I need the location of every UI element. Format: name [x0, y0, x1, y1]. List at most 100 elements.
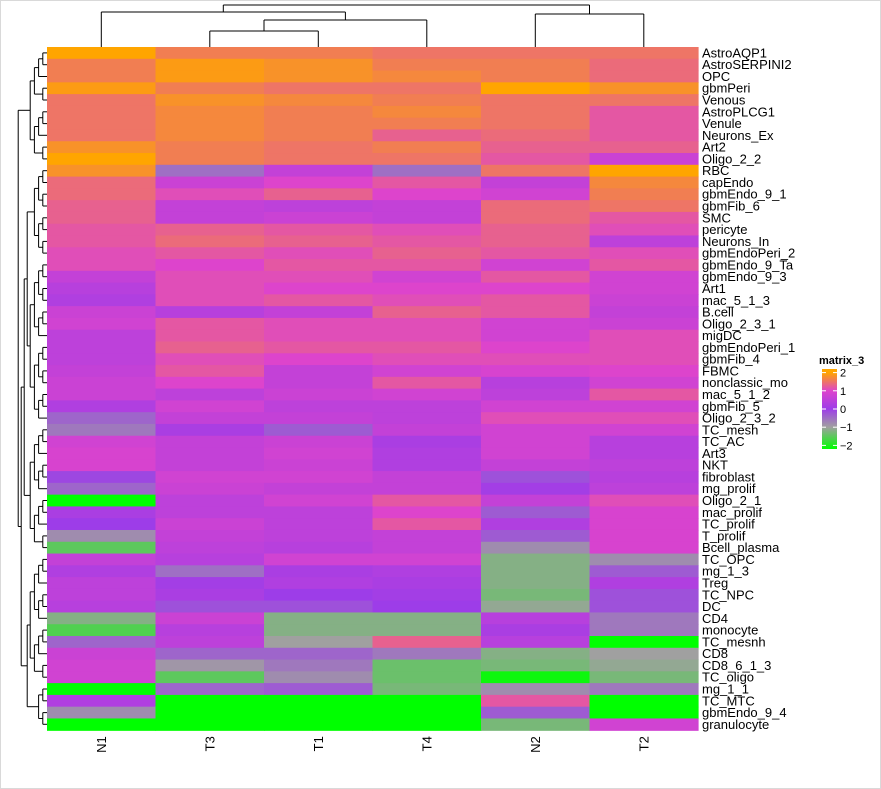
row-label: Oligo_2_1: [702, 493, 761, 508]
heatmap-cell: [47, 518, 157, 531]
row-label: Treg: [702, 576, 728, 591]
heatmap-cell: [47, 423, 157, 437]
heatmap-cell: [47, 612, 157, 625]
heatmap-cell: [47, 565, 157, 578]
heatmap-cell: [47, 200, 157, 213]
heatmap-cell: [589, 423, 699, 437]
heatmap-cell: [372, 70, 482, 83]
heatmap-cell: [47, 223, 157, 237]
heatmap-cell: [155, 329, 265, 343]
heatmap-cell: [155, 588, 265, 602]
heatmap-cell: [264, 82, 374, 95]
heatmap-cell: [589, 211, 699, 225]
legend-title: matrix_3: [819, 355, 864, 367]
heatmap-cell: [155, 659, 265, 672]
heatmap-cell: [481, 529, 591, 543]
heatmap-cell: [481, 376, 591, 390]
heatmap-cell: [155, 506, 265, 519]
heatmap-cell: [264, 494, 374, 508]
heatmap-cell: [589, 529, 699, 543]
heatmap-cell: [155, 718, 265, 731]
heatmap-cell: [481, 541, 591, 555]
heatmap-cell: [155, 541, 265, 555]
heatmap-cell: [589, 577, 699, 590]
heatmap-cell: [264, 636, 374, 649]
heatmap-cell: [372, 353, 482, 366]
heatmap-cell: [47, 506, 157, 519]
heatmap-cell: [47, 329, 157, 343]
row-label: AstroAQP1: [702, 45, 767, 60]
heatmap-cell: [372, 447, 482, 460]
heatmap-cell: [47, 129, 157, 142]
heatmap-cell: [372, 529, 482, 543]
row-label: nonclassic_mo: [702, 375, 788, 390]
heatmap-cell: [481, 494, 591, 508]
row-label: Bcell_plasma: [702, 540, 780, 555]
heatmap-cell: [372, 435, 482, 449]
heatmap-cell: [47, 376, 157, 390]
heatmap-cell: [47, 706, 157, 720]
heatmap-cell: [155, 412, 265, 425]
row-label: migDC: [702, 328, 742, 343]
heatmap-cell: [481, 636, 591, 649]
heatmap-cell: [481, 247, 591, 260]
heatmap-cell: [589, 518, 699, 531]
heatmap-cell: [372, 105, 482, 119]
heatmap-cell: [481, 47, 591, 60]
heatmap-cell: [589, 353, 699, 366]
heatmap-cell: [481, 365, 591, 378]
heatmap-cell: [481, 671, 591, 684]
heatmap-cell: [589, 683, 699, 696]
row-label: NKT: [702, 458, 728, 473]
heatmap-cell: [589, 624, 699, 637]
legend-tick-label: 1: [840, 386, 846, 398]
heatmap-cell: [589, 412, 699, 425]
heatmap-cell: [155, 82, 265, 95]
heatmap-cell: [481, 223, 591, 237]
heatmap-cell: [155, 612, 265, 625]
heatmap-cell: [372, 577, 482, 590]
heatmap-cell: [155, 164, 265, 178]
heatmap-cell: [47, 459, 157, 472]
heatmap-cell: [372, 518, 482, 531]
heatmap-cell: [155, 529, 265, 543]
heatmap-cell: [155, 47, 265, 60]
heatmap-cell: [47, 541, 157, 555]
heatmap-cell: [47, 317, 157, 331]
heatmap-cell: [481, 153, 591, 166]
heatmap-cell: [155, 211, 265, 225]
heatmap-cell: [47, 600, 157, 614]
heatmap-cell: [47, 141, 157, 154]
heatmap-cell: [589, 58, 699, 72]
heatmap-cell: [47, 235, 157, 248]
heatmap-cell: [47, 671, 157, 684]
heatmap-cell: [372, 94, 482, 107]
legend-tick-label: −2: [840, 440, 853, 452]
heatmap-cell: [155, 141, 265, 154]
heatmap-cell: [372, 200, 482, 213]
row-label: CD8_6_1_3: [702, 658, 771, 673]
row-label: FBMC: [702, 363, 739, 378]
heatmap-cell: [47, 365, 157, 378]
heatmap-cell: [264, 447, 374, 460]
row-label: Venous: [702, 93, 746, 108]
heatmap-cell: [47, 247, 157, 260]
heatmap-cell: [481, 70, 591, 83]
heatmap-cell: [47, 718, 157, 731]
heatmap-cell: [372, 153, 482, 166]
row-labels: AstroAQP1AstroSERPINI2OPCgbmPeriVenousAs…: [702, 45, 795, 731]
heatmap-cell: [589, 117, 699, 131]
legend-tick-label: 2: [840, 368, 846, 380]
heatmap-cell: [372, 718, 482, 731]
heatmap-cell: [589, 541, 699, 555]
heatmap-cell: [264, 565, 374, 578]
heatmap-cell: [264, 200, 374, 213]
legend-ticks: 2 1 0 −1 −2: [822, 368, 853, 452]
heatmap-cell: [155, 577, 265, 590]
heatmap-cell: [155, 317, 265, 331]
heatmap-cell: [264, 376, 374, 390]
heatmap-cell: [264, 529, 374, 543]
heatmap-cell: [372, 671, 482, 684]
heatmap-cell: [481, 270, 591, 284]
heatmap-cell: [155, 494, 265, 508]
